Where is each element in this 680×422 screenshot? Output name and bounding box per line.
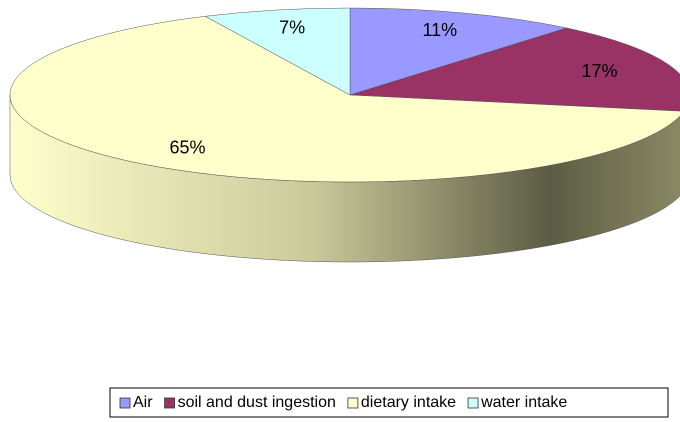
legend-swatch: [164, 397, 175, 409]
slice: [204, 7, 351, 96]
data-label: 11%: [422, 20, 457, 40]
slice: [349, 27, 680, 112]
legend-label: dietary intake: [361, 394, 456, 411]
legend-label: soil and dust ingestion: [178, 394, 336, 411]
legend-label: water intake: [480, 394, 567, 411]
slice: [9, 16, 680, 183]
legend-swatch: [467, 397, 479, 409]
data-label: 17%: [582, 61, 618, 81]
legend-swatch: [347, 397, 359, 409]
slice: [349, 7, 568, 96]
data-label: 65%: [169, 137, 205, 157]
legend-box: [109, 387, 669, 418]
data-label: 7%: [279, 18, 305, 38]
legend-label: Air: [133, 394, 153, 411]
legend-swatch: [119, 397, 131, 409]
